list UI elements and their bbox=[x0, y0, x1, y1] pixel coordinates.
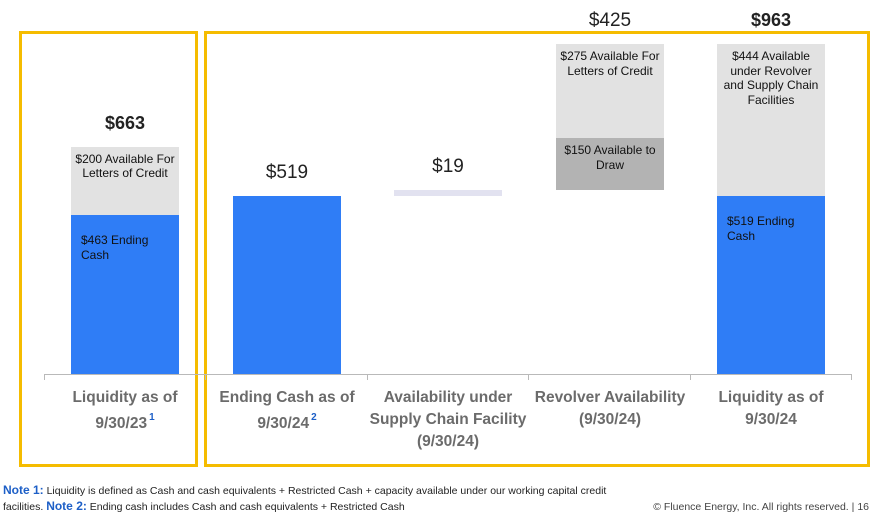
note1-label: Note 1: bbox=[3, 483, 44, 497]
right-highlight-frame bbox=[204, 31, 870, 467]
bar-segment bbox=[71, 215, 179, 374]
bar-segment bbox=[233, 196, 341, 374]
category-label: Ending Cash as of 9/30/24 2 bbox=[219, 389, 355, 433]
bar-total-label: $963 bbox=[750, 10, 792, 31]
x-axis-tick bbox=[205, 374, 206, 380]
x-axis-tick bbox=[690, 374, 691, 380]
page-number: 16 bbox=[857, 501, 869, 513]
copyright-text: © Fluence Energy, Inc. All rights reserv… bbox=[653, 501, 849, 513]
x-axis-line bbox=[44, 374, 852, 375]
category-label: Liquidity as of 9/30/23 1 bbox=[72, 389, 178, 433]
category-label: Revolver Availability (9/30/24) bbox=[534, 389, 686, 428]
x-axis-tick bbox=[44, 374, 45, 380]
bar-segment bbox=[394, 189, 502, 197]
bar-segment bbox=[556, 44, 664, 139]
note2-text: Ending cash includes Cash and cash equiv… bbox=[89, 501, 405, 513]
x-axis-tick bbox=[367, 374, 368, 380]
segment-label: $150 Available to Draw bbox=[564, 143, 656, 172]
bar-total-label: $19 bbox=[432, 155, 464, 177]
bar-segment bbox=[717, 44, 825, 197]
footnotes: Note 1: Liquidity is defined as Cash and… bbox=[3, 483, 623, 515]
segment-label: $519 Ending Cash bbox=[727, 214, 795, 243]
note1-text: Liquidity is defined as Cash and cash eq… bbox=[3, 485, 607, 513]
footnote-marker: 2 bbox=[311, 412, 317, 423]
category-label: Liquidity as of 9/30/24 bbox=[718, 389, 824, 428]
segment-label: $200 Available For Letters of Credit bbox=[75, 151, 175, 181]
category-label: Availability under Supply Chain Facility… bbox=[369, 389, 527, 450]
bar-total-label: $519 bbox=[265, 162, 309, 184]
footer-separator: | bbox=[851, 501, 858, 513]
left-highlight-frame bbox=[19, 31, 198, 467]
x-axis-tick bbox=[528, 374, 529, 380]
bar-segment bbox=[717, 196, 825, 374]
segment-label: $463 Ending Cash bbox=[81, 233, 149, 262]
note2-label: Note 2: bbox=[46, 499, 87, 513]
bar-total-label: $663 bbox=[104, 112, 146, 133]
footnote-marker: 1 bbox=[149, 412, 155, 423]
segment-label: $275 Available For Letters of Credit bbox=[560, 49, 660, 78]
segment-label: $444 Available under Revolver and Supply… bbox=[723, 49, 819, 107]
x-axis-tick bbox=[851, 374, 852, 380]
bar-total-label: $425 bbox=[588, 10, 632, 32]
bar-segment bbox=[71, 146, 179, 216]
bar-segment bbox=[556, 138, 664, 190]
footer: © Fluence Energy, Inc. All rights reserv… bbox=[653, 501, 869, 513]
